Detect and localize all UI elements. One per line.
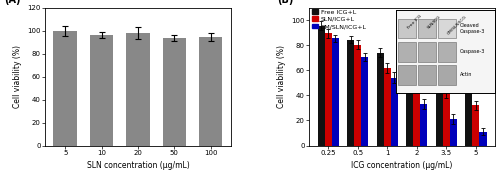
Bar	[420, 104, 428, 146]
Bar	[480, 132, 486, 146]
Bar	[354, 45, 361, 146]
Bar	[361, 57, 368, 146]
Bar	[162, 38, 186, 146]
Bar	[324, 33, 332, 146]
Bar	[318, 26, 324, 146]
Y-axis label: Cell viability (%): Cell viability (%)	[13, 45, 22, 108]
Bar	[384, 68, 391, 146]
Bar	[472, 105, 480, 146]
X-axis label: ICG concentration (μg/mL): ICG concentration (μg/mL)	[352, 161, 452, 170]
Bar	[90, 35, 114, 146]
Y-axis label: Cell viability (%): Cell viability (%)	[277, 45, 286, 108]
Bar	[414, 82, 420, 146]
Bar	[199, 37, 222, 146]
Bar	[466, 85, 472, 146]
Bar	[376, 53, 384, 146]
Bar	[406, 68, 413, 146]
Legend: Free ICG+L, SLN/ICG+L, CM/SLN/ICG+L: Free ICG+L, SLN/ICG+L, CM/SLN/ICG+L	[312, 9, 366, 29]
Bar	[54, 31, 77, 146]
Bar	[126, 33, 150, 146]
Bar	[391, 78, 398, 146]
X-axis label: SLN concentration (μg/mL): SLN concentration (μg/mL)	[86, 161, 190, 170]
Text: (B): (B)	[278, 0, 294, 5]
Bar	[443, 93, 450, 146]
Bar	[347, 40, 354, 146]
Bar	[436, 79, 443, 146]
Bar	[332, 38, 339, 146]
Bar	[450, 119, 457, 146]
Text: (A): (A)	[4, 0, 20, 5]
